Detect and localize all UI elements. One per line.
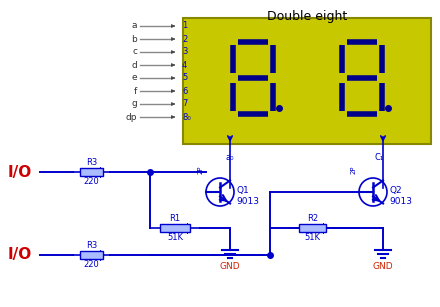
Text: R1: R1 (169, 214, 180, 223)
Text: b: b (131, 34, 137, 44)
Text: 2P: 2P (351, 166, 357, 174)
Bar (81, 251, 103, 259)
Text: dp: dp (125, 112, 137, 122)
Text: 220: 220 (84, 260, 99, 269)
Text: 5: 5 (182, 73, 187, 83)
Text: a₀: a₀ (226, 153, 234, 162)
Text: Q1: Q1 (236, 185, 249, 195)
Text: Double eight: Double eight (267, 10, 347, 23)
Text: 2P: 2P (198, 166, 204, 174)
Text: 9013: 9013 (236, 196, 259, 205)
Bar (81, 168, 103, 176)
Text: 220: 220 (84, 177, 99, 186)
Text: 7: 7 (182, 99, 187, 108)
Text: c: c (132, 48, 137, 56)
Text: I/O: I/O (8, 165, 32, 180)
Text: R3: R3 (86, 158, 97, 167)
Text: 2: 2 (182, 34, 187, 44)
Text: f: f (134, 87, 137, 95)
Text: Q2: Q2 (389, 185, 402, 195)
Text: GND: GND (220, 262, 240, 271)
Text: e: e (132, 73, 137, 83)
Text: C̄₁: C̄₁ (374, 153, 384, 162)
Text: 51K: 51K (167, 233, 183, 242)
Text: 1: 1 (182, 21, 187, 30)
Text: I/O: I/O (8, 247, 32, 262)
Text: GND: GND (373, 262, 393, 271)
Text: 8₀: 8₀ (182, 112, 191, 122)
Text: g: g (131, 99, 137, 108)
Text: d: d (131, 60, 137, 69)
Text: R3: R3 (86, 241, 97, 250)
Text: 9013: 9013 (389, 196, 412, 205)
Bar (160, 224, 190, 232)
Text: 6: 6 (182, 87, 187, 95)
Bar (299, 224, 326, 232)
Text: 3: 3 (182, 48, 187, 56)
Text: 51K: 51K (304, 233, 320, 242)
Text: R2: R2 (307, 214, 318, 223)
Bar (183, 18, 431, 144)
Text: 4: 4 (182, 60, 187, 69)
Text: a: a (132, 21, 137, 30)
